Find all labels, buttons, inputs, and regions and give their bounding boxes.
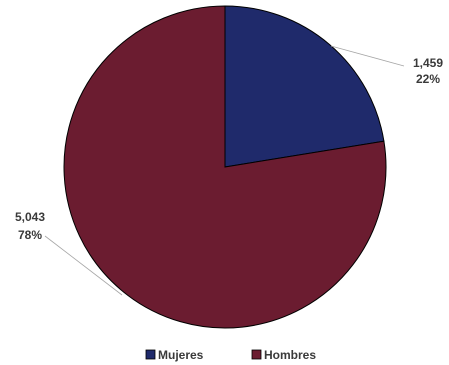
pie-slice-mujeres <box>224 5 385 168</box>
leader-lines <box>44 45 405 296</box>
legend-label-hombres: Hombres <box>264 348 316 362</box>
legend: Mujeres Hombres <box>145 348 316 362</box>
data-label-mujeres-value: 1,459 <box>413 56 443 70</box>
legend-swatch-hombres <box>251 349 262 360</box>
pie-slice-hombres <box>63 5 387 329</box>
data-label-hombres-value: 5,043 <box>15 210 45 224</box>
data-label-mujeres-percent: 22% <box>416 72 440 86</box>
legend-swatch-mujeres <box>145 349 156 360</box>
data-label-hombres-percent: 78% <box>18 228 42 242</box>
data-label-hombres: 5,043 78% <box>15 210 45 242</box>
legend-item-mujeres: Mujeres <box>145 348 204 362</box>
legend-label-mujeres: Mujeres <box>158 348 204 362</box>
leader-line-mujeres <box>330 45 405 67</box>
legend-item-hombres: Hombres <box>251 348 316 362</box>
pie-slices <box>63 5 387 329</box>
data-label-mujeres: 1,459 22% <box>413 56 443 86</box>
leader-line-hombres <box>44 235 123 296</box>
